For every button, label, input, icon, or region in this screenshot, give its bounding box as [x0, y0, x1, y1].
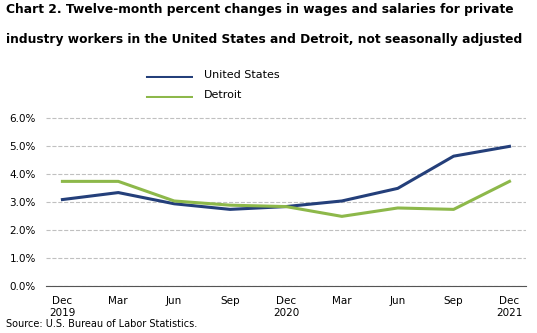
Text: industry workers in the United States and Detroit, not seasonally adjusted: industry workers in the United States an…: [6, 33, 523, 46]
Text: Detroit: Detroit: [204, 90, 242, 100]
Text: Chart 2. Twelve-month percent changes in wages and salaries for private: Chart 2. Twelve-month percent changes in…: [6, 3, 514, 16]
Text: Source: U.S. Bureau of Labor Statistics.: Source: U.S. Bureau of Labor Statistics.: [6, 319, 198, 329]
Text: United States: United States: [204, 70, 280, 80]
